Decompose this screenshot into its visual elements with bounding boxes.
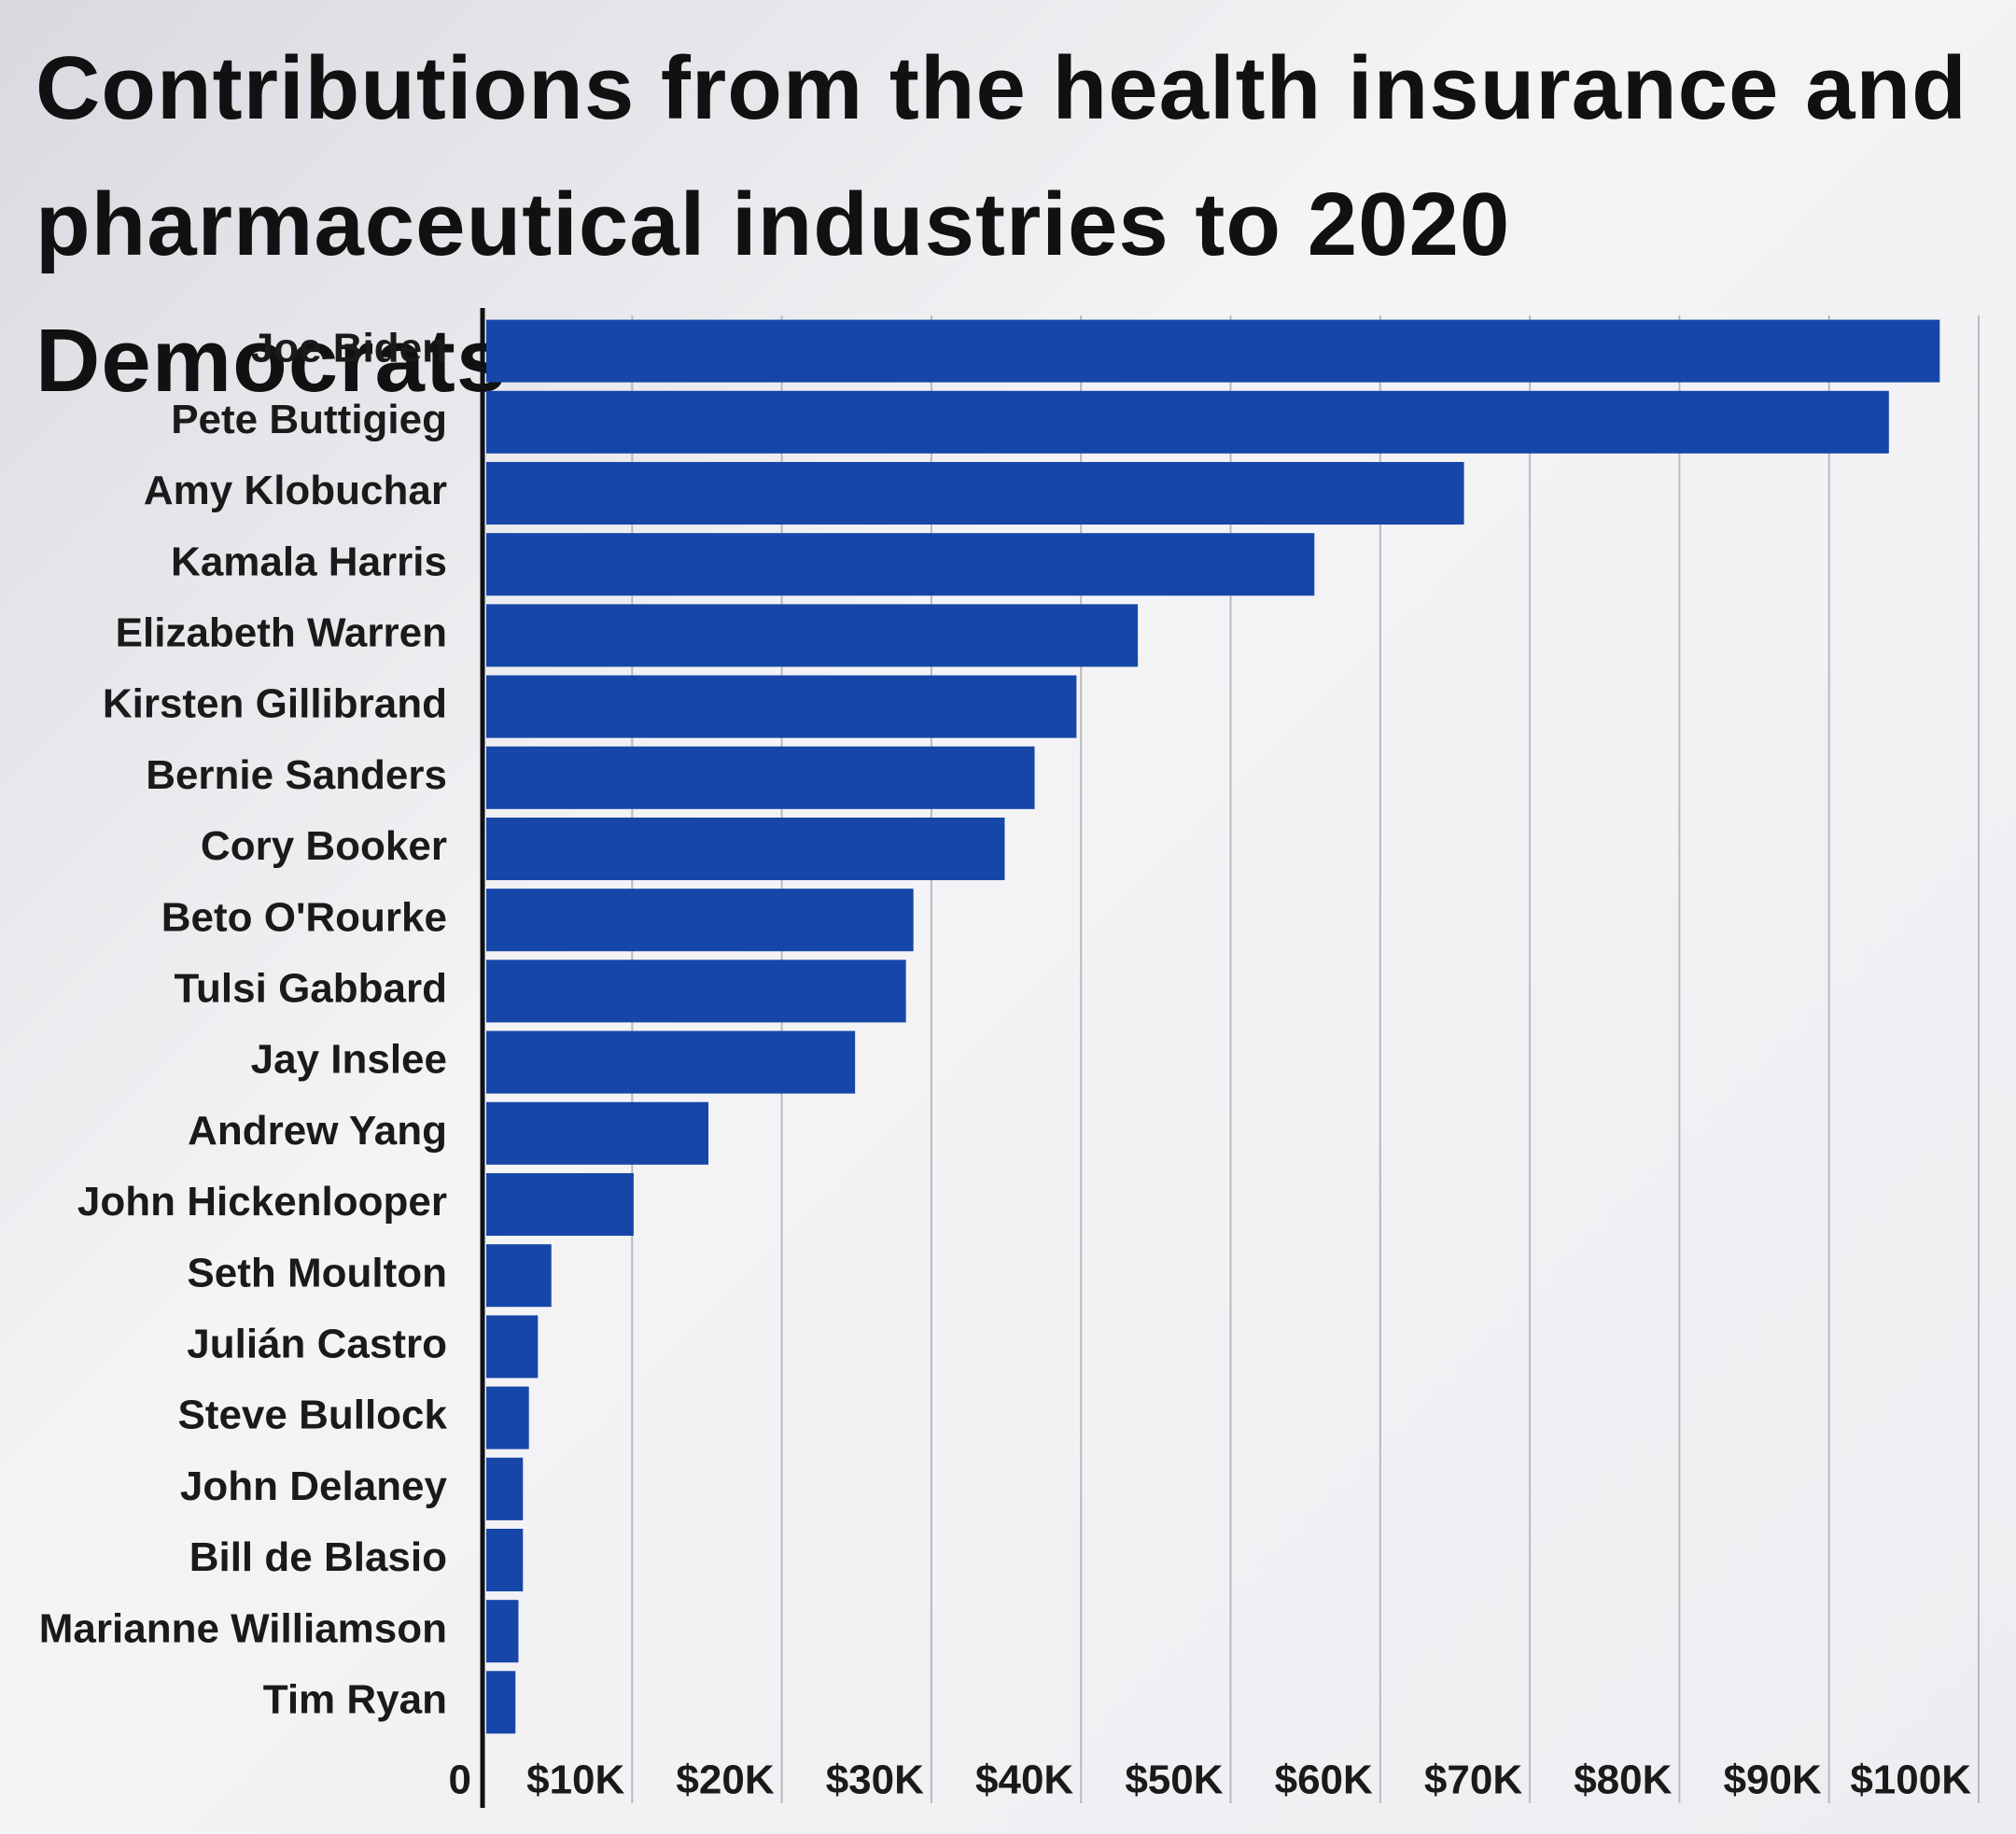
y-tick-label: Bill de Blasio [189, 1534, 447, 1580]
bar [486, 1528, 524, 1592]
y-tick-label: Steve Bullock [177, 1393, 447, 1438]
bar [486, 1030, 856, 1094]
y-tick-label: Cory Booker [201, 823, 447, 869]
y-tick-label: Andrew Yang [188, 1108, 447, 1154]
x-tick-label: 0 [449, 1757, 471, 1803]
x-tick-label: $70K [1424, 1757, 1522, 1803]
bar [486, 959, 906, 1023]
bar [486, 1600, 519, 1663]
x-tick-label: $40K [975, 1757, 1073, 1803]
bar [486, 1315, 539, 1379]
bar [486, 1671, 516, 1734]
y-tick-label: Beto O'Rourke [161, 894, 447, 940]
y-tick-label: Elizabeth Warren [116, 610, 447, 656]
bar [486, 1244, 552, 1308]
bar [486, 675, 1077, 738]
x-tick-label: $20K [676, 1757, 774, 1803]
x-tick-label: $30K [826, 1757, 924, 1803]
x-tick-label: $50K [1125, 1757, 1223, 1803]
x-tick-label: $80K [1574, 1757, 1672, 1803]
x-tick-label: $10K [526, 1757, 624, 1803]
bar [486, 746, 1035, 809]
y-tick-label: Joe Biden [251, 326, 447, 371]
y-tick-label: Tulsi Gabbard [174, 966, 447, 1012]
x-tick-label: $100K [1850, 1757, 1971, 1803]
y-tick-label: Kamala Harris [171, 539, 447, 584]
y-tick-label: Kirsten Gillibrand [103, 681, 447, 727]
y-tick-label: Jay Inslee [251, 1037, 447, 1083]
x-tick-label: $60K [1275, 1757, 1373, 1803]
bar [486, 817, 1005, 881]
chart-title: Contributions from the health insurance … [35, 38, 1967, 411]
y-tick-label: Marianne Williamson [39, 1605, 447, 1651]
y-tick-label: John Hickenlooper [77, 1179, 447, 1225]
y-tick-label: Amy Klobuchar [144, 468, 447, 513]
bar [486, 319, 1940, 383]
bar [486, 1172, 634, 1237]
y-tick-label: John Delaney [180, 1463, 448, 1509]
bar [486, 390, 1889, 454]
bar [486, 1101, 709, 1165]
x-tick-label: $90K [1724, 1757, 1822, 1803]
bar [486, 889, 914, 952]
y-tick-label: Seth Moulton [187, 1250, 447, 1295]
y-tick-label: Julián Castro [187, 1322, 447, 1367]
bar [486, 533, 1315, 596]
bar [486, 461, 1464, 525]
y-tick-label: Tim Ryan [263, 1677, 447, 1723]
bar [486, 604, 1139, 667]
bar [486, 1457, 524, 1520]
bar [486, 1386, 529, 1449]
y-tick-label: Bernie Sanders [146, 752, 447, 798]
y-tick-label: Pete Buttigieg [171, 397, 447, 442]
